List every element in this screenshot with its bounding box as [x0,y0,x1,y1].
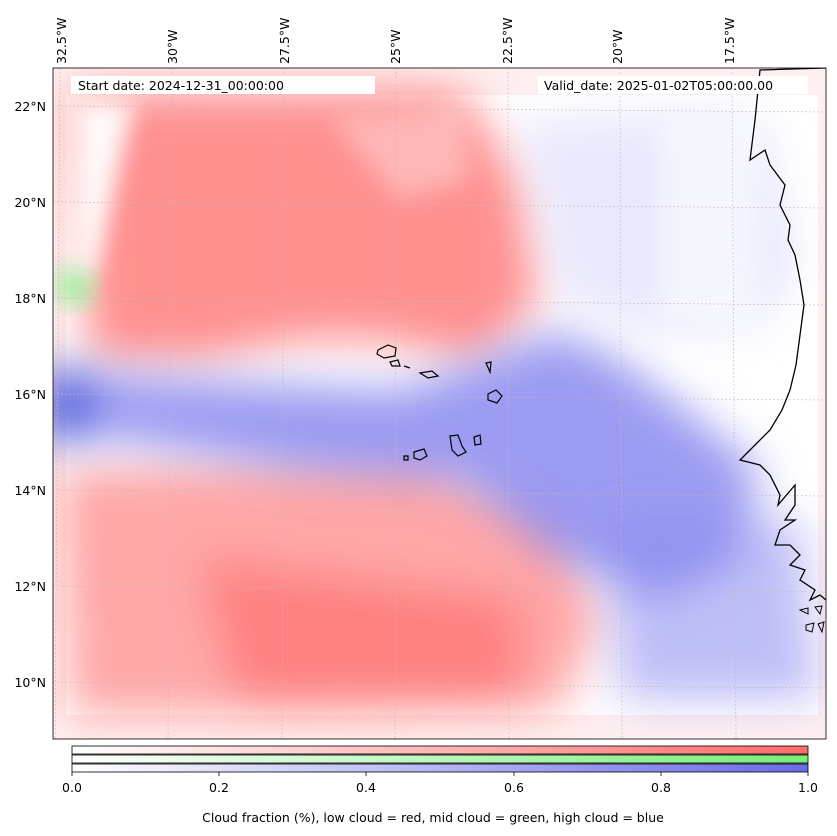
coastal-islands [798,605,825,634]
valid-date-label: Valid_date: 2025-01-02T05:00:00.00 [544,78,773,93]
lon-label: 20°W [610,29,625,64]
colorbar-high-cloud [71,763,809,773]
valid-date-box [538,76,808,94]
mid-cloud-layer [55,263,95,307]
colorbar-tick: 0.6 [504,780,524,795]
map-frame [52,67,827,740]
start-date-box [71,76,375,94]
lon-label: 27.5°W [277,18,292,64]
lon-label: 22.5°W [500,18,515,64]
colorbar: 0.0 0.2 0.4 0.6 0.8 1.0 Cloud fraction (… [62,745,818,825]
cloud-field [53,68,826,739]
lat-label: 12°N [14,579,46,594]
colorbar-tick: 0.8 [651,780,671,795]
colorbar-tick: 0.2 [209,780,229,795]
lon-label: 30°W [165,29,180,64]
gridlines [53,68,826,739]
lat-label: 20°N [14,195,46,210]
map-panel: Start date: 2024-12-31_00:00:00 Valid_da… [52,67,827,740]
lon-label: 32.5°W [54,18,69,64]
lat-label: 16°N [14,387,46,402]
start-date-label: Start date: 2024-12-31_00:00:00 [78,78,284,93]
lat-label: 14°N [14,483,46,498]
lon-label: 17.5°W [722,18,737,64]
colorbar-tick: 0.0 [62,780,82,795]
colorbar-tick: 0.4 [356,780,376,795]
colorbar-tick: 1.0 [798,780,818,795]
cape-verde-islands [376,344,503,461]
lat-label: 18°N [14,291,46,306]
latitude-labels: 22°N 20°N 18°N 16°N 14°N 12°N 10°N [14,99,46,690]
colorbar-label: Cloud fraction (%), low cloud = red, mid… [202,810,664,825]
coastline [738,68,826,602]
lon-label: 25°W [388,29,403,64]
lat-label: 22°N [14,99,46,114]
colorbar-mid-cloud [71,754,809,764]
lat-label: 10°N [14,675,46,690]
colorbar-low-cloud [71,745,809,755]
longitude-labels: 32.5°W 30°W 27.5°W 25°W 22.5°W 20°W 17.5… [54,18,737,64]
